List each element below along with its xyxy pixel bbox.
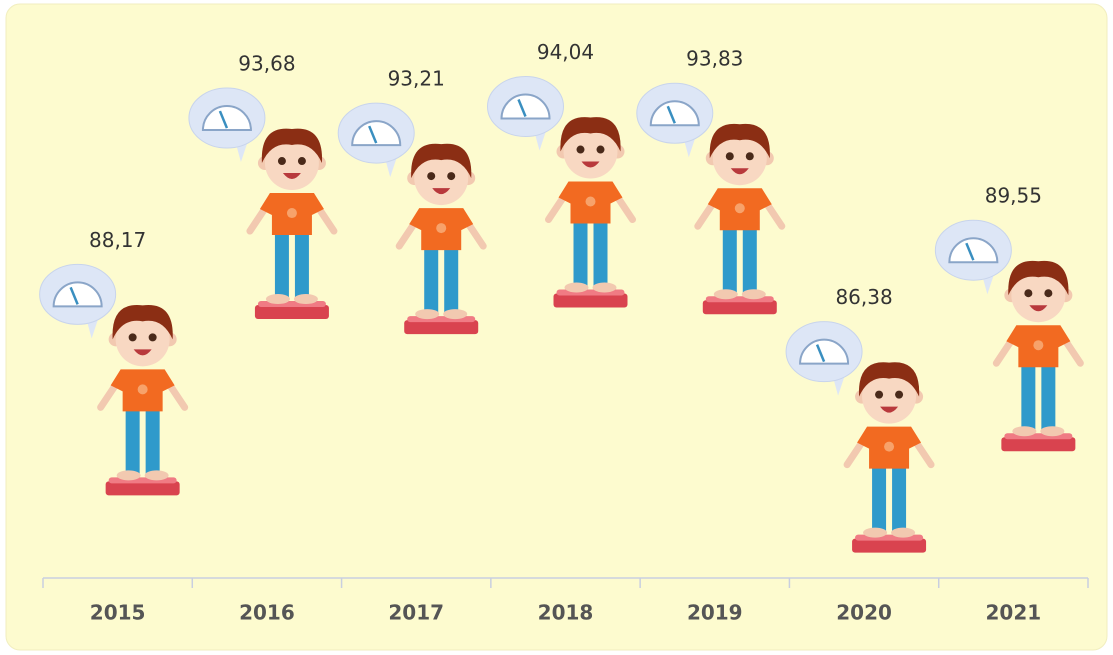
x-tick-label: 2019 — [687, 601, 743, 625]
value-label: 86,38 — [835, 285, 892, 309]
eye — [875, 391, 883, 399]
foot — [415, 309, 439, 319]
scale-top — [557, 290, 625, 296]
leg — [1041, 365, 1055, 431]
foot — [117, 470, 141, 480]
x-tick-label: 2016 — [239, 601, 295, 625]
eye — [746, 152, 754, 160]
shirt-star — [735, 203, 745, 213]
leg — [743, 228, 757, 294]
eye — [895, 391, 903, 399]
leg — [295, 233, 309, 299]
foot — [266, 294, 290, 304]
foot — [565, 283, 589, 293]
value-label: 88,17 — [89, 228, 146, 252]
eye — [427, 172, 435, 180]
foot — [863, 528, 887, 538]
leg — [126, 409, 140, 475]
leg — [275, 233, 289, 299]
foot — [714, 289, 738, 299]
foot — [294, 294, 318, 304]
scale — [852, 539, 926, 553]
scale-top — [407, 316, 475, 322]
scale-top — [855, 535, 923, 541]
leg — [1021, 365, 1035, 431]
foot — [593, 283, 617, 293]
leg — [146, 409, 160, 475]
scale-top — [109, 477, 177, 483]
shirt-star — [287, 208, 297, 218]
x-tick-label: 2015 — [90, 601, 146, 625]
scale — [106, 481, 180, 495]
leg — [444, 248, 458, 314]
x-tick-label: 2020 — [836, 601, 892, 625]
shirt-star — [586, 197, 596, 207]
x-tick-label: 2021 — [986, 601, 1042, 625]
x-tick-label: 2017 — [388, 601, 444, 625]
eye — [577, 146, 585, 154]
value-label: 93,68 — [238, 52, 295, 76]
scale — [1001, 437, 1075, 451]
eye — [278, 157, 286, 165]
scale-top — [258, 301, 326, 307]
eye — [149, 333, 157, 341]
foot — [742, 289, 766, 299]
scale — [404, 320, 478, 334]
foot — [891, 528, 915, 538]
chart: 2015 88,17 2016 93,68 2017 93,21 2018 94,04 2019… — [0, 0, 1113, 655]
scale-top — [706, 296, 774, 302]
leg — [594, 222, 608, 288]
shirt-star — [138, 384, 148, 394]
leg — [424, 248, 438, 314]
value-label: 93,21 — [388, 67, 445, 91]
shirt-star — [884, 442, 894, 452]
leg — [892, 467, 906, 533]
eye — [298, 157, 306, 165]
scale — [703, 300, 777, 314]
x-tick-label: 2018 — [538, 601, 594, 625]
eye — [1044, 289, 1052, 297]
eye — [597, 146, 605, 154]
foot — [443, 309, 467, 319]
leg — [872, 467, 886, 533]
leg — [574, 222, 588, 288]
foot — [145, 470, 169, 480]
scale-top — [1004, 433, 1072, 439]
eye — [447, 172, 455, 180]
shirt-star — [1033, 340, 1043, 350]
value-label: 93,83 — [686, 47, 743, 71]
scale — [255, 305, 329, 319]
value-label: 89,55 — [985, 184, 1042, 208]
shirt-star — [436, 223, 446, 233]
eye — [129, 333, 137, 341]
scale — [554, 294, 628, 308]
eye — [1024, 289, 1032, 297]
leg — [723, 228, 737, 294]
eye — [726, 152, 734, 160]
foot — [1012, 426, 1036, 436]
value-label: 94,04 — [537, 40, 594, 64]
foot — [1040, 426, 1064, 436]
